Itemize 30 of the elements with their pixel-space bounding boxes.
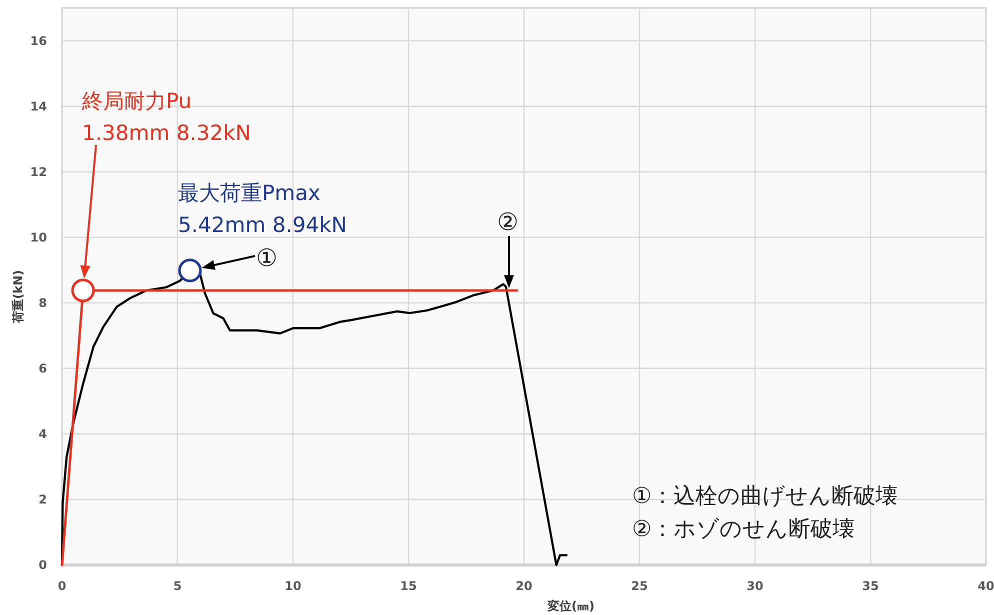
x-axis-title: 変位(㎜) — [546, 599, 594, 613]
x-tick-label: 5 — [173, 579, 182, 593]
annotation: 最大荷重Pmax — [178, 181, 320, 205]
y-tick-label: 2 — [38, 492, 47, 506]
y-tick-label: 8 — [38, 296, 47, 310]
x-tick-label: 40 — [978, 579, 994, 593]
annotation: 終局耐力Pu — [82, 89, 192, 113]
x-tick-label: 30 — [746, 579, 764, 593]
y-tick-label: 16 — [30, 34, 47, 48]
y-tick-label: 4 — [38, 426, 47, 441]
annotation: ① — [178, 244, 278, 282]
y-axis-title: 荷重(kN) — [11, 270, 25, 324]
x-tick-label: 10 — [284, 579, 302, 593]
x-tick-label: 15 — [400, 579, 417, 593]
annotation: ② — [497, 208, 519, 236]
y-tick-label: 14 — [30, 99, 47, 114]
annotation: 5.42mm 8.94kN — [178, 213, 347, 237]
annotation: ① — [256, 244, 278, 272]
x-tick-label: 20 — [516, 579, 532, 593]
annotation: ②：ホゾのせん断破壊 — [632, 517, 855, 542]
y-tick-label: 6 — [38, 361, 47, 376]
y-tick-label: 12 — [30, 164, 47, 179]
x-tick-label: 0 — [58, 579, 66, 593]
x-tick-label: 35 — [862, 579, 879, 593]
x-tick-label: 25 — [631, 579, 648, 593]
y-tick-label: 10 — [30, 230, 47, 244]
annotation: ①：込栓の曲げせん断破壊 — [632, 484, 898, 509]
annotation: 1.38mm 8.32kN — [82, 121, 251, 145]
y-tick-label: 0 — [38, 558, 47, 572]
annotation: ② — [497, 208, 519, 288]
